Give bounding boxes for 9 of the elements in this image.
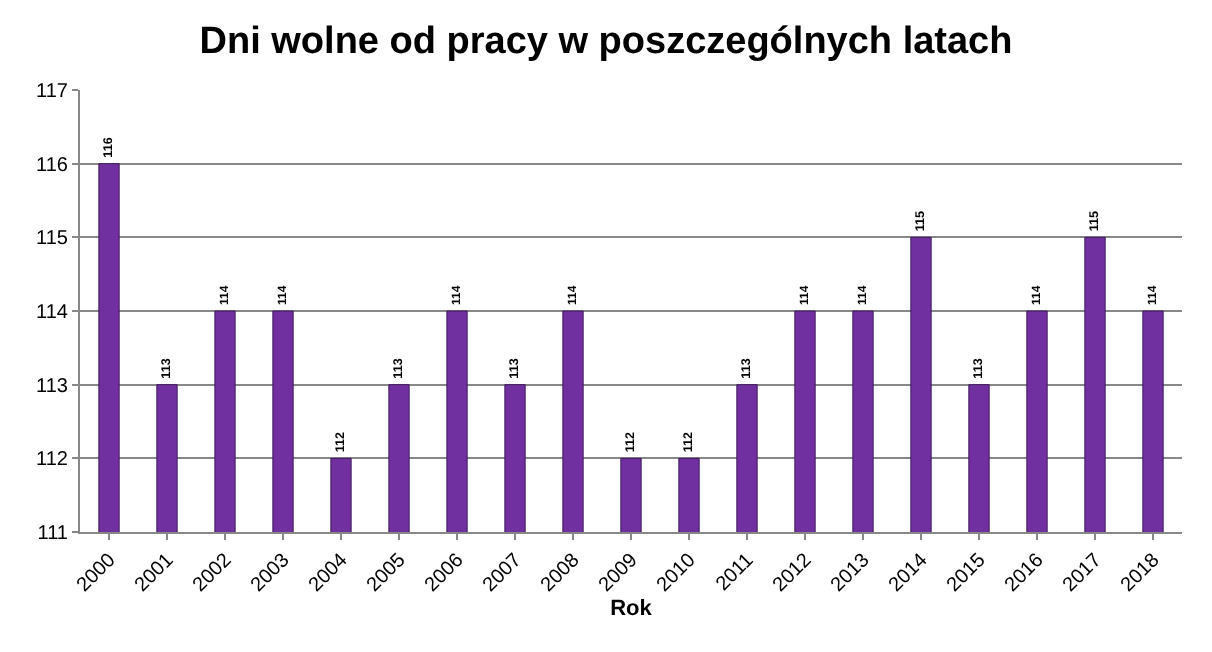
y-tick-label: 115 [36, 228, 69, 251]
y-tick-label: 113 [36, 375, 69, 398]
y-tick-label: 112 [36, 449, 69, 472]
y-tick-label: 116 [36, 154, 69, 177]
y-tick-label: 117 [36, 81, 69, 103]
y-tick-label: 114 [36, 302, 69, 324]
x-axis-title: Rok [610, 597, 654, 622]
y-tick-label: 111 [37, 523, 69, 545]
chart-title: Dni wolne od pracy w poszczególnych latach [199, 20, 1013, 63]
